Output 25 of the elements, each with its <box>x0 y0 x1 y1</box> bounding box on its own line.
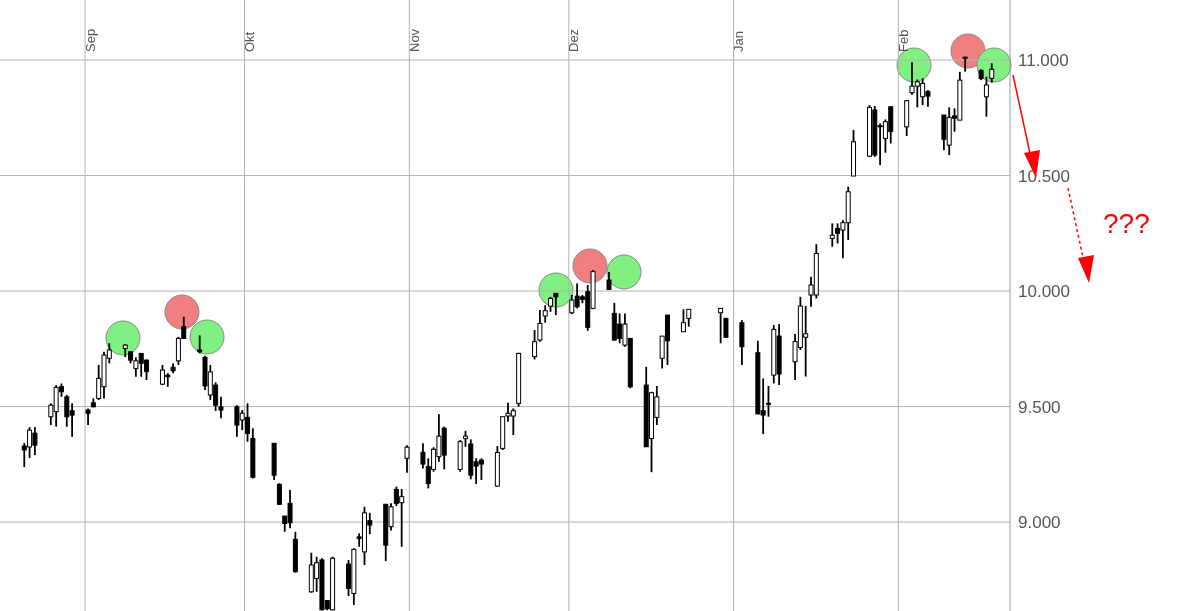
candlestick <box>680 308 686 333</box>
candlestick <box>829 222 835 248</box>
x-tick-label: Okt <box>242 31 258 52</box>
y-tick-label: 9.000 <box>1018 513 1061 533</box>
candlestick <box>537 309 543 343</box>
candlestick <box>989 62 995 84</box>
y-tick-label: 10.000 <box>1018 282 1070 302</box>
candlestick <box>553 292 559 316</box>
candlestick <box>983 75 989 118</box>
y-tick-label: 9.500 <box>1018 397 1061 417</box>
text: ??? <box>1103 208 1150 240</box>
candlestick <box>532 329 538 361</box>
candlestick <box>723 317 729 339</box>
candlestick <box>765 385 771 418</box>
x-tick-label: Sep <box>82 28 98 52</box>
x-tick-label: Nov <box>406 28 422 52</box>
candlestick <box>276 482 282 506</box>
y-tick-label: 11.000 <box>1018 51 1069 71</box>
y-tick-label: 10.500 <box>1018 166 1070 186</box>
x-tick-label: Feb <box>896 29 912 52</box>
x-tick-label: Jan <box>731 31 747 52</box>
candlestick <box>962 55 968 73</box>
candlestick <box>197 334 203 355</box>
candlestick <box>404 444 410 474</box>
x-tick-label: Dez <box>566 28 582 52</box>
